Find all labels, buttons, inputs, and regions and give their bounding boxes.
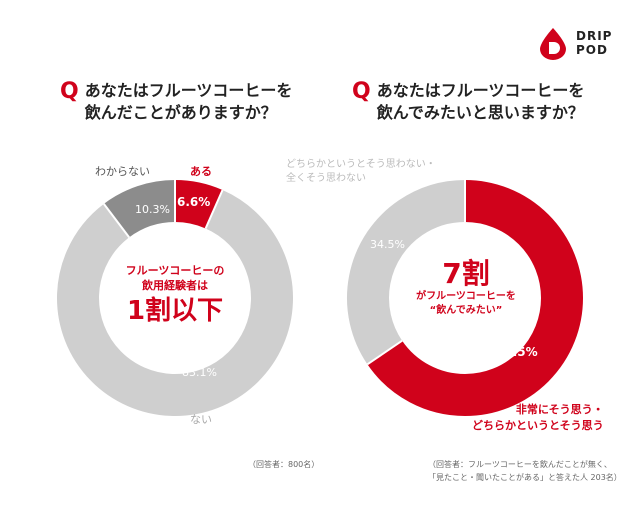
drop-logo-icon: [540, 28, 566, 60]
brand-logo: DRIP POD: [536, 26, 612, 60]
left-value-no: 83.1%: [182, 366, 217, 379]
brand-name: DRIP POD: [576, 29, 612, 57]
right-center-line2: “飲んでみたい”: [429, 305, 503, 316]
left-slice-separator-1: [204, 189, 224, 229]
left-slice-separator-2: [103, 203, 130, 238]
right-center-text: 7割 がフルーツコーヒーを “飲んでみたい”: [396, 258, 536, 318]
left-value-yes: 6.6%: [177, 195, 211, 209]
right-value-no: 34.5%: [370, 238, 405, 251]
right-value-yes: 65.5%: [496, 345, 538, 359]
right-center-big: 7割: [442, 257, 490, 290]
brand-line2: POD: [576, 43, 608, 57]
left-center-line1: フルーツコーヒーの: [125, 264, 225, 277]
right-q-mark: Q: [352, 79, 371, 104]
right-respondent-note: （回答者：フルーツコーヒーを飲んだことが無く、 「見たこと・聞いたことがある」と…: [428, 460, 622, 482]
right-question: Q あなたはフルーツコーヒーを 飲んでみたいと思いますか？: [352, 80, 584, 124]
right-label-yes: 非常にそう思う・ どちらかというとそう思う: [472, 403, 604, 432]
left-q-mark: Q: [60, 79, 79, 104]
left-center-line2: 飲用経験者は: [142, 279, 208, 292]
right-question-text: あなたはフルーツコーヒーを 飲んでみたいと思いますか？: [376, 81, 585, 122]
left-question: Q あなたはフルーツコーヒーを 飲んだことがありますか？: [60, 80, 292, 124]
left-label-no: ない: [190, 413, 212, 426]
right-center-line1: がフルーツコーヒーを: [416, 291, 516, 302]
left-center-text: フルーツコーヒーの 飲用経験者は 1割以下: [110, 263, 240, 327]
left-label-unknown: わからない: [95, 165, 150, 178]
right-slice-separator-1: [366, 339, 403, 366]
left-respondent-note: （回答者：800名）: [248, 460, 320, 469]
brand-line1: DRIP: [576, 29, 613, 43]
right-label-no: どちらかというとそう思わない・ 全くそう思わない: [286, 159, 436, 184]
left-question-text: あなたはフルーツコーヒーを 飲んだことがありますか？: [84, 81, 293, 122]
left-center-big: 1割以下: [126, 296, 224, 326]
left-label-yes: ある: [190, 165, 212, 178]
left-value-unknown: 10.3%: [135, 203, 170, 216]
